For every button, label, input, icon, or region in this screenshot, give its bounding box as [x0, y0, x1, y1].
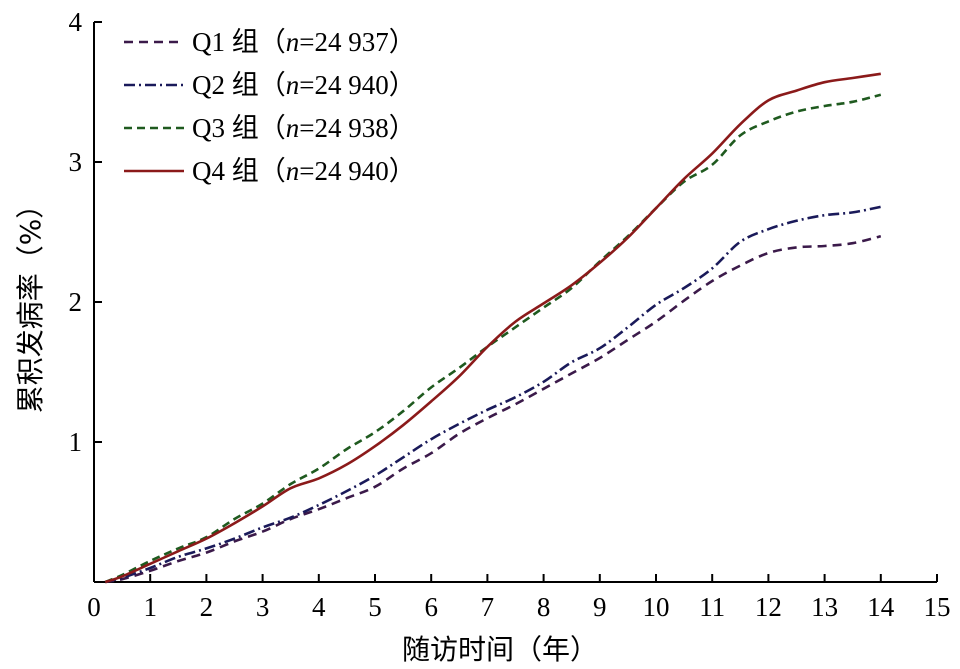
legend-n-symbol: n	[286, 27, 300, 57]
legend-group-name: Q4 组（	[192, 156, 286, 186]
x-tick-label: 7	[481, 592, 495, 622]
series-line-q1	[105, 234, 882, 584]
y-tick-label: 3	[69, 147, 83, 177]
x-tick-label: 13	[811, 592, 838, 622]
legend-label-q4: Q4 组（n=24 940）	[192, 156, 416, 186]
legend-close-paren: ）	[389, 70, 416, 100]
legend-group-name: Q1 组（	[192, 27, 286, 57]
legend-n-symbol: n	[286, 113, 300, 143]
legend: Q1 组（n=24 937）Q2 组（n=24 940）Q3 组（n=24 93…	[124, 27, 416, 186]
legend-n-symbol: n	[286, 70, 300, 100]
x-axis-title: 随访时间（年）	[402, 633, 598, 666]
legend-n-value: =24 937	[299, 27, 388, 57]
x-tick-label: 3	[256, 592, 270, 622]
legend-n-value: =24 938	[299, 113, 388, 143]
x-tick-label: 9	[593, 592, 607, 622]
y-ticks: 1 2 3 4	[69, 7, 102, 457]
x-tick-label: 11	[699, 592, 725, 622]
y-axis-title: 累积发病率（%）	[14, 191, 47, 414]
x-tick-label: 5	[368, 592, 382, 622]
legend-close-paren: ）	[389, 113, 416, 143]
y-tick-label: 4	[69, 7, 83, 37]
series-line-q2	[104, 205, 882, 584]
x-tick-label: 14	[867, 592, 895, 622]
series-layer	[104, 72, 882, 584]
x-tick-label: 6	[424, 592, 438, 622]
legend-n-symbol: n	[286, 156, 300, 186]
legend-label-q2: Q2 组（n=24 940）	[192, 70, 416, 100]
series-line-q4	[104, 72, 881, 584]
legend-group-name: Q3 组（	[192, 113, 286, 143]
legend-group-name: Q2 组（	[192, 70, 286, 100]
legend-label-q1: Q1 组（n=24 937）	[192, 27, 416, 57]
x-tick-label: 2	[200, 592, 214, 622]
legend-close-paren: ）	[389, 156, 416, 186]
legend-close-paren: ）	[389, 27, 416, 57]
x-tick-label: 8	[537, 592, 551, 622]
x-tick-label: 15	[924, 592, 951, 622]
legend-n-value: =24 940	[299, 70, 388, 100]
series-line-q3	[104, 93, 882, 584]
y-tick-label: 2	[69, 287, 83, 317]
axes	[93, 22, 937, 583]
x-tick-label: 1	[143, 592, 157, 622]
legend-n-value: =24 940	[299, 156, 388, 186]
x-tick-label: 10	[643, 592, 670, 622]
y-tick-label: 1	[69, 427, 83, 457]
legend-label-q3: Q3 组（n=24 938）	[192, 113, 416, 143]
x-tick-label: 12	[755, 592, 782, 622]
x-ticks: 0 1 2 3 4 5 6 7 8 9 10 11 12 13 14 15	[87, 574, 951, 622]
x-tick-label: 4	[312, 592, 326, 622]
x-tick-label: 0	[87, 592, 101, 622]
